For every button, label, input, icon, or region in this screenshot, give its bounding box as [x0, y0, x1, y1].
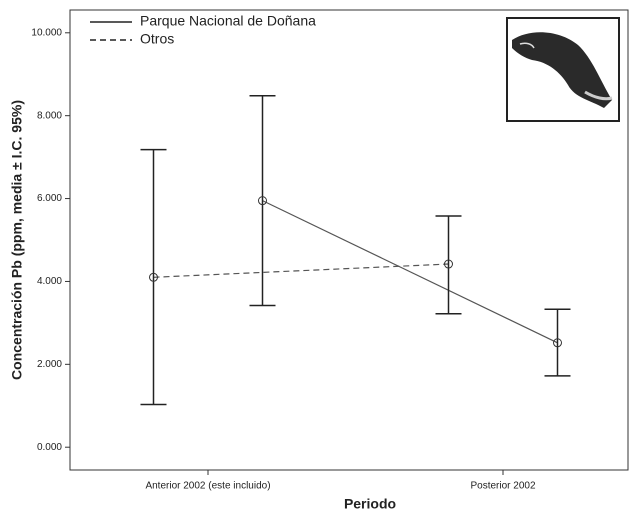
y-tick-label: 4.000: [37, 276, 62, 287]
point: [444, 259, 453, 269]
x-tick-label: Anterior 2002 (este incluido): [145, 481, 270, 492]
y-tick-label: 8.000: [37, 110, 62, 121]
y-axis-title: Concentración Pb (ppm, media ± I.C. 95%): [9, 100, 25, 380]
point: [149, 272, 158, 282]
x-axis-title: Periodo: [344, 496, 396, 512]
x-tick-label: Posterior 2002: [470, 481, 535, 492]
y-tick-label: 6.000: [37, 193, 62, 204]
logo: [506, 17, 620, 122]
y-tick-label: 10.000: [31, 27, 62, 38]
legend-label: Otros: [140, 31, 174, 47]
series-line: [153, 263, 449, 278]
plot-frame: [69, 9, 629, 471]
legend-label: Parque Nacional de Doñana: [140, 13, 316, 29]
point: [258, 196, 267, 206]
series-line: [262, 200, 558, 344]
y-tick-label: 0.000: [37, 442, 62, 453]
point: [553, 338, 562, 348]
y-tick-label: 2.000: [37, 359, 62, 370]
